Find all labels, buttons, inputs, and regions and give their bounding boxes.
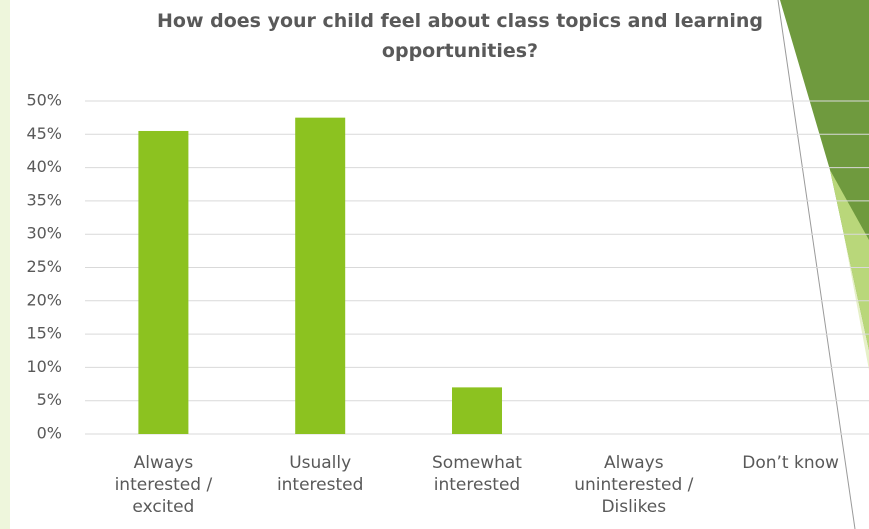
y-tick-label: 10% <box>26 357 62 376</box>
left-edge <box>0 0 10 529</box>
y-tick-label: 20% <box>26 290 62 309</box>
x-tick-label: Always interested / excited <box>114 453 213 517</box>
y-tick-label: 35% <box>26 190 62 209</box>
bar <box>295 117 346 435</box>
decor-line <box>777 0 856 529</box>
y-tick-label: 30% <box>26 224 62 243</box>
y-tick-label: 5% <box>37 390 62 409</box>
y-tick-label: 25% <box>26 257 62 276</box>
y-tick-label: 40% <box>26 157 62 176</box>
bar <box>452 387 502 434</box>
decor-mid <box>830 170 869 350</box>
bar <box>138 130 189 434</box>
y-tick-label: 15% <box>26 324 62 343</box>
y-tick-label: 0% <box>37 424 62 443</box>
x-tick-label: Always uninterested / Dislikes <box>574 453 694 517</box>
y-tick-label: 50% <box>26 91 62 110</box>
x-tick-label: Somewhat interested <box>432 453 522 495</box>
y-tick-label: 45% <box>26 124 62 143</box>
chart-title: How does your child feel about class top… <box>156 10 763 62</box>
decor-dark <box>780 0 869 350</box>
x-tick-label: Usually interested <box>276 453 364 495</box>
x-tick-label: Don’t know <box>742 453 839 473</box>
